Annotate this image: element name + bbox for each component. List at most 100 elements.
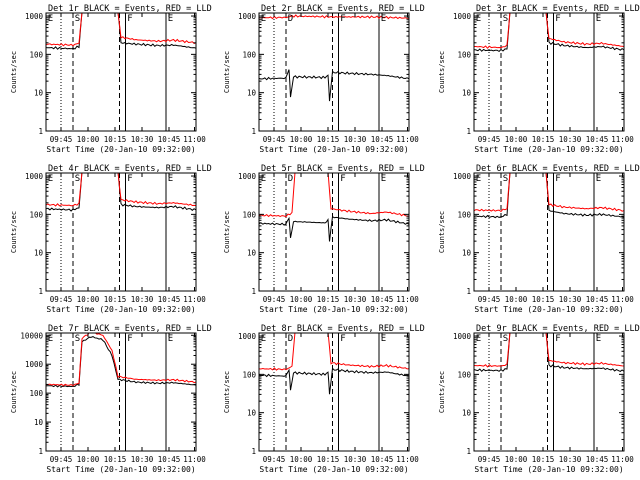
y-tick-label: 100: [457, 370, 471, 379]
phase-marker-label: E: [48, 174, 53, 184]
lld-series-line: [46, 173, 196, 207]
lld-series-line: [46, 333, 196, 387]
events-series-line: [46, 336, 196, 388]
y-tick-label: 100: [242, 50, 256, 59]
y-tick-label: 1: [251, 447, 256, 456]
phase-marker-label: E: [476, 174, 481, 184]
x-tick-label: 09:45: [50, 295, 73, 304]
y-tick-label: 1000: [25, 12, 44, 21]
x-tick-label: 10:15: [317, 135, 340, 144]
panel-det2: Det 2r BLACK = Events, RED = LLD 1 10 100 10…: [223, 4, 425, 154]
phase-marker-label: E: [48, 14, 53, 24]
plot-title: Det 7r BLACK = Events, RED = LLD: [48, 324, 212, 334]
panel-det9: Det 9r BLACK = Events, RED = LLD 1 10 100 10…: [438, 324, 640, 474]
plot-title: Det 2r BLACK = Events, RED = LLD: [261, 4, 425, 14]
plot-frame: [473, 12, 625, 132]
x-axis-label: Start Time (20-Jan-10 09:32:00): [259, 465, 408, 474]
plot-frame: [473, 332, 625, 452]
plot-title: Det 5r BLACK = Events, RED = LLD: [261, 164, 425, 174]
lld-series-line: [259, 14, 409, 20]
phase-marker-label: E: [476, 14, 481, 24]
x-tick-label: 10:30: [131, 295, 154, 304]
y-tick-label: 1: [38, 287, 43, 296]
x-tick-label: 10:15: [532, 135, 555, 144]
panel-det5: Det 5r BLACK = Events, RED = LLD 1 10 100 10…: [223, 164, 425, 314]
y-tick-label: 10: [247, 409, 257, 418]
y-tick-label: 10: [247, 249, 257, 258]
x-tick-label: 11:00: [611, 295, 634, 304]
x-tick-label: 10:30: [559, 455, 582, 464]
x-tick-label: 10:45: [158, 295, 181, 304]
x-tick-label: 09:45: [50, 135, 73, 144]
x-axis-label: Start Time (20-Jan-10 09:32:00): [46, 305, 195, 314]
events-series-line: [259, 367, 409, 395]
y-tick-label: 100: [29, 50, 43, 59]
x-tick-label: 09:45: [263, 135, 286, 144]
x-tick-label: 10:15: [104, 455, 127, 464]
y-tick-label: 100: [29, 389, 43, 398]
plot-title: Det 8r BLACK = Events, RED = LLD: [261, 324, 425, 334]
y-tick-label: 1000: [453, 12, 472, 21]
x-axis-label: Start Time (20-Jan-10 09:32:00): [474, 305, 623, 314]
phase-marker-label: E: [381, 334, 386, 344]
phase-marker-label: E: [168, 174, 173, 184]
x-tick-label: 10:45: [371, 295, 394, 304]
x-axis-label: Start Time (20-Jan-10 09:32:00): [259, 305, 408, 314]
x-tick-label: 10:15: [104, 295, 127, 304]
panel-det4: Det 4r BLACK = Events, RED = LLD 1 10 100 10…: [10, 164, 212, 314]
x-axis-label: Start Time (20-Jan-10 09:32:00): [474, 465, 623, 474]
plot-frame: [45, 172, 197, 292]
y-tick-label: 1: [466, 287, 471, 296]
x-tick-label: 11:00: [396, 455, 419, 464]
x-tick-label: 10:00: [505, 135, 528, 144]
y-axis-label: Counts/sec: [438, 51, 446, 93]
phase-marker-label: E: [596, 174, 601, 184]
x-tick-label: 10:45: [158, 135, 181, 144]
phase-marker-label: E: [261, 14, 266, 24]
x-axis-label: Start Time (20-Jan-10 09:32:00): [474, 145, 623, 154]
phase-marker-label: D: [288, 14, 293, 24]
events-series-line: [259, 69, 409, 102]
panel-det3: Det 3r BLACK = Events, RED = LLD 1 10 100 10…: [438, 4, 640, 154]
y-axis-label: Counts/sec: [223, 51, 231, 93]
x-tick-label: 10:30: [559, 295, 582, 304]
phase-marker-label: F: [340, 174, 345, 184]
phase-marker-label: E: [168, 334, 173, 344]
y-axis-label: Counts/sec: [10, 51, 18, 93]
x-tick-label: 10:45: [586, 455, 609, 464]
y-tick-label: 1000: [238, 12, 257, 21]
y-tick-label: 100: [457, 50, 471, 59]
phase-marker-label: S: [75, 174, 80, 184]
plot-title: Det 9r BLACK = Events, RED = LLD: [476, 324, 640, 334]
plot-frame: [473, 172, 625, 292]
plot-title: Det 1r BLACK = Events, RED = LLD: [48, 4, 212, 14]
phase-marker-label: F: [555, 334, 560, 344]
y-tick-label: 10: [462, 89, 472, 98]
plot-frame: [258, 332, 410, 452]
phase-marker-label: F: [127, 174, 132, 184]
x-tick-label: 09:45: [478, 455, 501, 464]
x-tick-label: 09:45: [478, 135, 501, 144]
plot-frame: [258, 12, 410, 132]
phase-marker-label: F: [340, 14, 345, 24]
y-tick-label: 1000: [25, 360, 44, 369]
x-tick-label: 10:00: [290, 295, 313, 304]
x-tick-label: 10:30: [131, 455, 154, 464]
y-tick-label: 1: [466, 447, 471, 456]
y-tick-label: 10: [462, 249, 472, 258]
x-tick-label: 09:45: [263, 455, 286, 464]
panel-det8: Det 8r BLACK = Events, RED = LLD 1 10 100 10…: [223, 324, 425, 474]
y-tick-label: 1000: [25, 172, 44, 181]
y-tick-label: 100: [29, 210, 43, 219]
y-tick-label: 100: [242, 210, 256, 219]
plot-title: Det 6r BLACK = Events, RED = LLD: [476, 164, 640, 174]
lld-series-line: [46, 13, 196, 47]
y-axis-label: Counts/sec: [438, 211, 446, 253]
x-tick-label: 11:00: [611, 455, 634, 464]
y-tick-label: 10000: [20, 331, 43, 340]
x-tick-label: 10:30: [344, 455, 367, 464]
x-tick-label: 10:30: [131, 135, 154, 144]
y-tick-label: 10: [34, 418, 44, 427]
plot-frame: [258, 172, 410, 292]
